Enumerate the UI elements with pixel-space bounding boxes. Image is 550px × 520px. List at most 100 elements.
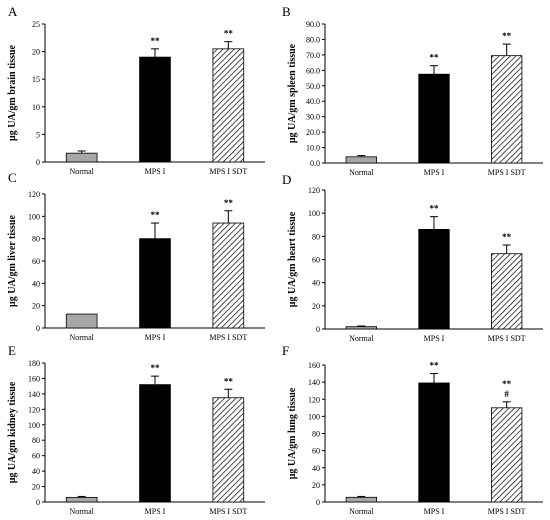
significance-label: ** bbox=[151, 36, 161, 46]
y-tick-label: 80 bbox=[312, 232, 320, 241]
y-tick-label: 25 bbox=[32, 20, 40, 29]
x-category-label: MPS I SDT bbox=[209, 167, 247, 176]
x-category-label: MPS I bbox=[424, 168, 445, 177]
bar-mps-i-sdt bbox=[491, 253, 523, 330]
panel-d: Dμg UA/gm heart tissue 0 20 40 60 80 100 120 Nor… bbox=[282, 172, 543, 343]
y-tick-label: 60.0 bbox=[306, 66, 320, 75]
x-category-label: MPS I SDT bbox=[209, 333, 247, 342]
y-tick-label: 30.0 bbox=[306, 113, 320, 122]
bar-normal bbox=[65, 152, 98, 163]
panel-b: Bμg UA/gm spleen tissue 0.0 10.0 20.0 30.0 40… bbox=[282, 4, 543, 177]
significance-label: ** bbox=[430, 361, 440, 371]
y-tick-label: 0 bbox=[36, 324, 40, 333]
y-tick-label: 40.0 bbox=[306, 97, 320, 106]
y-tick-label: 60 bbox=[32, 452, 40, 461]
y-tick-label: 10.0 bbox=[306, 144, 320, 153]
y-tick-label: 80 bbox=[32, 436, 40, 445]
bar-normal bbox=[345, 496, 377, 503]
x-category-label: MPS I bbox=[145, 333, 166, 342]
y-tick-label: 100 bbox=[28, 212, 40, 221]
y-tick-label: 20 bbox=[312, 302, 320, 311]
panel-c: Cμg UA/gm liver tissue 0 20 40 60 80 100 120 Nor… bbox=[7, 170, 265, 342]
significance-label: ** bbox=[224, 29, 234, 39]
x-category-label: Normal bbox=[69, 167, 94, 176]
bar-mps-i bbox=[139, 238, 171, 329]
y-tick-label: 100 bbox=[308, 412, 320, 421]
y-tick-label: 100 bbox=[308, 209, 320, 218]
y-tick-label: 0 bbox=[316, 325, 320, 334]
y-tick-label: 160 bbox=[28, 374, 40, 383]
panel-e: Eμg UA/gm kidney tissue 0 20 40 60 80 100 120 14… bbox=[7, 343, 265, 516]
panel-letter: B bbox=[282, 4, 291, 19]
x-category-label: MPS I SDT bbox=[488, 168, 526, 177]
significance-label: ** bbox=[502, 31, 512, 41]
bar-normal bbox=[65, 496, 98, 503]
significance-label: ** bbox=[224, 198, 234, 208]
y-tick-label: 20.0 bbox=[306, 128, 320, 137]
panel-a: Aμg UA/gm brain tissue 0 5 10 15 20 25 Normal **… bbox=[7, 4, 265, 176]
y-tick-label: 40 bbox=[32, 467, 40, 476]
y-tick-label: 0 bbox=[316, 498, 320, 507]
y-tick-label: 50.0 bbox=[306, 82, 320, 91]
y-tick-label: 80 bbox=[312, 430, 320, 439]
bar-normal bbox=[345, 326, 377, 330]
bar-mps-i-sdt bbox=[212, 222, 245, 329]
bar-mps-i-sdt bbox=[491, 407, 523, 503]
x-category-label: MPS I SDT bbox=[209, 507, 247, 516]
y-tick-label: 160 bbox=[308, 361, 320, 370]
bar-mps-i bbox=[418, 382, 450, 503]
y-tick-label: 0 bbox=[36, 498, 40, 507]
panel-letter: D bbox=[282, 172, 291, 187]
significance-label: ** bbox=[224, 376, 234, 386]
y-tick-label: 120 bbox=[308, 395, 320, 404]
y-tick-label: 60 bbox=[312, 256, 320, 265]
x-category-label: Normal bbox=[349, 334, 374, 343]
y-tick-label: 80 bbox=[32, 235, 40, 244]
x-category-label: Normal bbox=[69, 507, 94, 516]
panel-letter: E bbox=[8, 343, 16, 358]
x-category-label: Normal bbox=[349, 168, 374, 177]
bar-mps-i-sdt bbox=[212, 48, 245, 163]
x-category-label: MPS I SDT bbox=[488, 507, 526, 516]
bar-mps-i-sdt bbox=[491, 55, 523, 164]
bar-mps-i bbox=[139, 384, 171, 503]
y-axis-label: μg UA/gm brain tissue bbox=[7, 44, 18, 141]
y-tick-label: 40 bbox=[312, 464, 320, 473]
y-tick-label: 0.0 bbox=[310, 159, 320, 168]
significance-label: ** bbox=[151, 363, 161, 373]
y-tick-label: 5 bbox=[36, 130, 40, 139]
x-category-label: MPS I bbox=[424, 334, 445, 343]
y-tick-label: 20 bbox=[32, 483, 40, 492]
y-axis-label: μg UA/gm liver tissue bbox=[7, 215, 18, 307]
x-category-label: MPS I bbox=[145, 167, 166, 176]
significance-label: ** bbox=[502, 232, 512, 242]
y-axis-label: μg UA/gm lung tissue bbox=[287, 387, 298, 479]
y-tick-label: 140 bbox=[28, 390, 40, 399]
bar-mps-i-sdt bbox=[212, 397, 245, 503]
y-tick-label: 60 bbox=[32, 257, 40, 266]
y-tick-label: 40 bbox=[312, 279, 320, 288]
significance-label: # bbox=[504, 389, 509, 399]
panel-letter: C bbox=[8, 170, 17, 185]
y-tick-label: 40 bbox=[32, 279, 40, 288]
x-category-label: MPS I bbox=[424, 507, 445, 516]
significance-label: ** bbox=[430, 53, 440, 63]
bar-mps-i bbox=[418, 73, 450, 164]
y-tick-label: 20 bbox=[312, 481, 320, 490]
y-tick-label: 140 bbox=[308, 378, 320, 387]
y-tick-label: 120 bbox=[308, 186, 320, 195]
y-tick-label: 100 bbox=[28, 421, 40, 430]
significance-label: ** bbox=[430, 204, 440, 214]
y-tick-label: 70.0 bbox=[306, 51, 320, 60]
bar-mps-i bbox=[418, 228, 450, 330]
panel-letter: F bbox=[282, 343, 289, 358]
y-axis-label: μg UA/gm kidney tissue bbox=[7, 381, 18, 483]
bar-normal bbox=[345, 156, 377, 164]
y-tick-label: 80.0 bbox=[306, 35, 320, 44]
y-tick-label: 20 bbox=[32, 48, 40, 57]
panel-letter: A bbox=[8, 4, 18, 19]
bar-mps-i bbox=[139, 56, 171, 163]
x-category-label: Normal bbox=[349, 507, 374, 516]
significance-label: ** bbox=[151, 210, 161, 220]
